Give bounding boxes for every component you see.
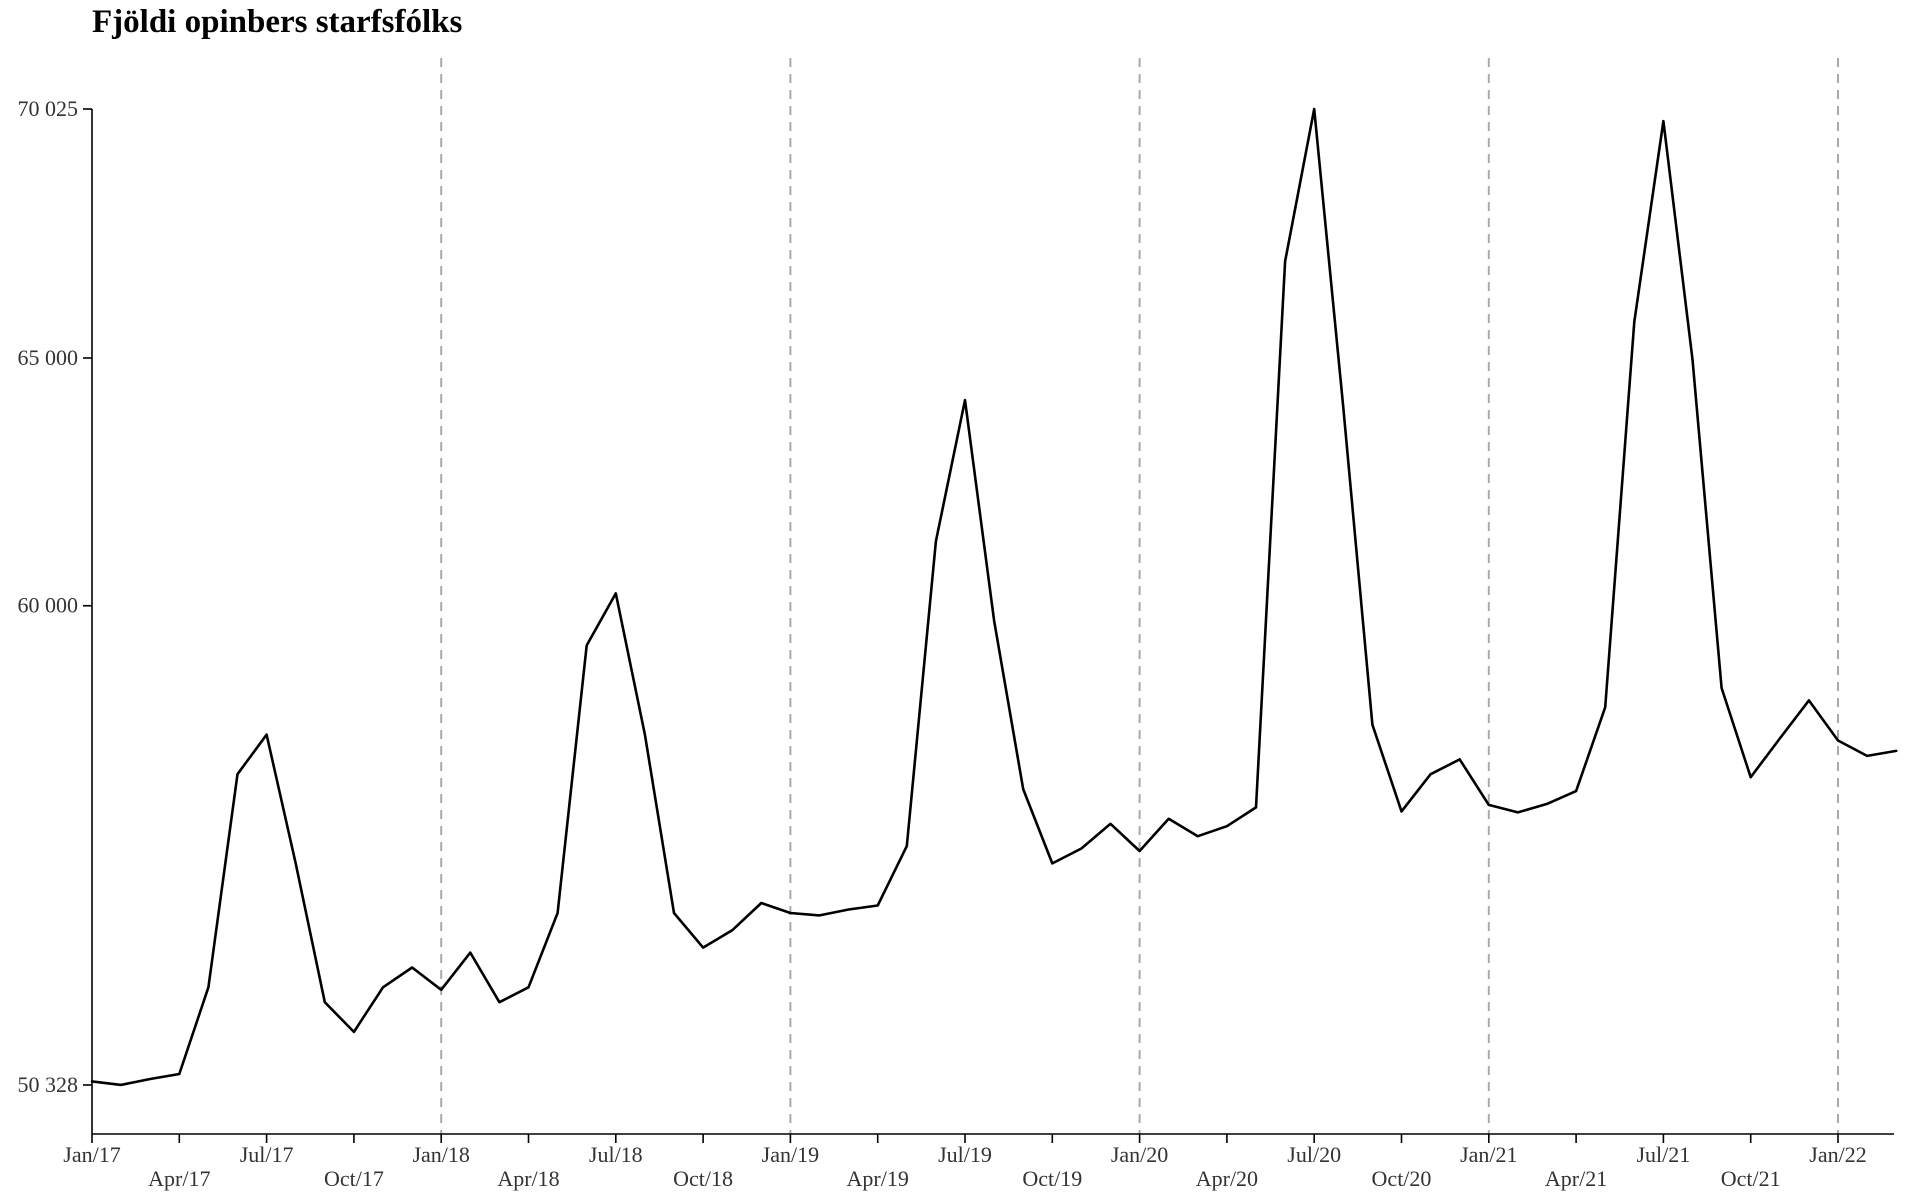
data-point bbox=[149, 1078, 151, 1080]
data-point bbox=[1837, 739, 1839, 741]
data-point bbox=[1691, 358, 1693, 360]
data-point bbox=[1255, 806, 1257, 808]
data-point bbox=[847, 908, 849, 910]
data-point bbox=[789, 912, 791, 914]
series-line bbox=[90, 107, 1898, 1087]
x-tick-label: Apr/17 bbox=[148, 1166, 210, 1191]
data-point bbox=[964, 399, 966, 401]
data-point bbox=[1488, 804, 1490, 806]
data-point bbox=[1429, 773, 1431, 775]
data-point bbox=[91, 1080, 93, 1082]
data-point bbox=[702, 946, 704, 948]
data-point bbox=[1226, 825, 1228, 827]
x-tick-label: Apr/21 bbox=[1545, 1166, 1607, 1191]
y-tick-label: 50 328 bbox=[18, 1072, 79, 1097]
x-tick-label: Jul/19 bbox=[938, 1142, 992, 1167]
chart-title: Fjöldi opinbers starfsfólks bbox=[92, 4, 463, 40]
data-point bbox=[1138, 850, 1140, 852]
data-point bbox=[993, 619, 995, 621]
data-point bbox=[1459, 758, 1461, 760]
x-tick-label: Oct/21 bbox=[1721, 1166, 1781, 1191]
data-point bbox=[1168, 818, 1170, 820]
x-tick-label: Apr/19 bbox=[847, 1166, 909, 1191]
x-tick-label: Jan/20 bbox=[1111, 1142, 1168, 1167]
data-point bbox=[1808, 699, 1810, 701]
data-point bbox=[353, 1031, 355, 1033]
y-axis-ticks: 50 328 60 000 65 000 70 025 bbox=[18, 96, 92, 1097]
data-point bbox=[120, 1084, 122, 1086]
data-point bbox=[1517, 811, 1519, 813]
data-point bbox=[1866, 755, 1868, 757]
data-point bbox=[760, 902, 762, 904]
data-point bbox=[1633, 321, 1635, 323]
data-point bbox=[877, 904, 879, 906]
data-point bbox=[411, 966, 413, 968]
data-point bbox=[1662, 120, 1664, 122]
data-point bbox=[1750, 776, 1752, 778]
data-point bbox=[236, 773, 238, 775]
x-tick-label: Jan/21 bbox=[1460, 1142, 1517, 1167]
data-point bbox=[1080, 847, 1082, 849]
x-tick-label: Jul/21 bbox=[1637, 1142, 1691, 1167]
series-group bbox=[90, 107, 1898, 1087]
data-point bbox=[644, 733, 646, 735]
data-point bbox=[1779, 737, 1781, 739]
data-point bbox=[527, 986, 529, 988]
x-tick-label: Apr/20 bbox=[1196, 1166, 1258, 1191]
data-point bbox=[1284, 260, 1286, 262]
x-tick-label: Jan/19 bbox=[762, 1142, 819, 1167]
data-point bbox=[324, 1001, 326, 1003]
x-tick-label: Jul/18 bbox=[589, 1142, 643, 1167]
data-point bbox=[469, 951, 471, 953]
x-tick-label: Apr/18 bbox=[497, 1166, 559, 1191]
data-point bbox=[382, 986, 384, 988]
data-point bbox=[1400, 810, 1402, 812]
data-point bbox=[1051, 862, 1053, 864]
axes bbox=[91, 109, 1894, 1135]
data-point bbox=[265, 733, 267, 735]
data-point bbox=[935, 540, 937, 542]
data-point bbox=[295, 862, 297, 864]
x-tick-label: Oct/20 bbox=[1372, 1166, 1432, 1191]
data-point bbox=[673, 912, 675, 914]
data-point bbox=[615, 592, 617, 594]
data-point bbox=[498, 1001, 500, 1003]
x-tick-label: Oct/17 bbox=[324, 1166, 384, 1191]
data-point bbox=[440, 989, 442, 991]
data-point bbox=[556, 912, 558, 914]
data-point bbox=[1575, 790, 1577, 792]
year-separator-lines bbox=[440, 58, 1839, 1134]
x-tick-label: Jul/17 bbox=[240, 1142, 294, 1167]
y-tick-label: 60 000 bbox=[18, 593, 79, 618]
x-tick-label: Jan/18 bbox=[412, 1142, 469, 1167]
x-tick-label: Oct/19 bbox=[1022, 1166, 1082, 1191]
data-point bbox=[1197, 835, 1199, 837]
x-axis-ticks: Jan/17 Apr/17 Jul/17 Oct/17 Jan/18 Apr/18 Jul/… bbox=[63, 1134, 1867, 1191]
data-point bbox=[1720, 687, 1722, 689]
data-point bbox=[1022, 788, 1024, 790]
data-point bbox=[586, 644, 588, 646]
data-point bbox=[207, 986, 209, 988]
data-point bbox=[1342, 406, 1344, 408]
x-tick-label: Jan/22 bbox=[1809, 1142, 1866, 1167]
x-tick-label: Oct/18 bbox=[673, 1166, 733, 1191]
data-point bbox=[1313, 108, 1315, 110]
x-tick-label: Jul/20 bbox=[1287, 1142, 1341, 1167]
y-tick-label: 70 025 bbox=[18, 96, 79, 121]
data-point bbox=[906, 845, 908, 847]
x-tick-label: Jan/17 bbox=[63, 1142, 120, 1167]
data-point bbox=[1109, 823, 1111, 825]
data-point bbox=[1895, 750, 1897, 752]
data-point bbox=[1371, 723, 1373, 725]
data-point bbox=[731, 929, 733, 931]
data-point bbox=[818, 914, 820, 916]
data-point bbox=[1546, 803, 1548, 805]
data-point bbox=[1604, 706, 1606, 708]
y-tick-label: 65 000 bbox=[18, 345, 79, 370]
data-point bbox=[178, 1073, 180, 1075]
